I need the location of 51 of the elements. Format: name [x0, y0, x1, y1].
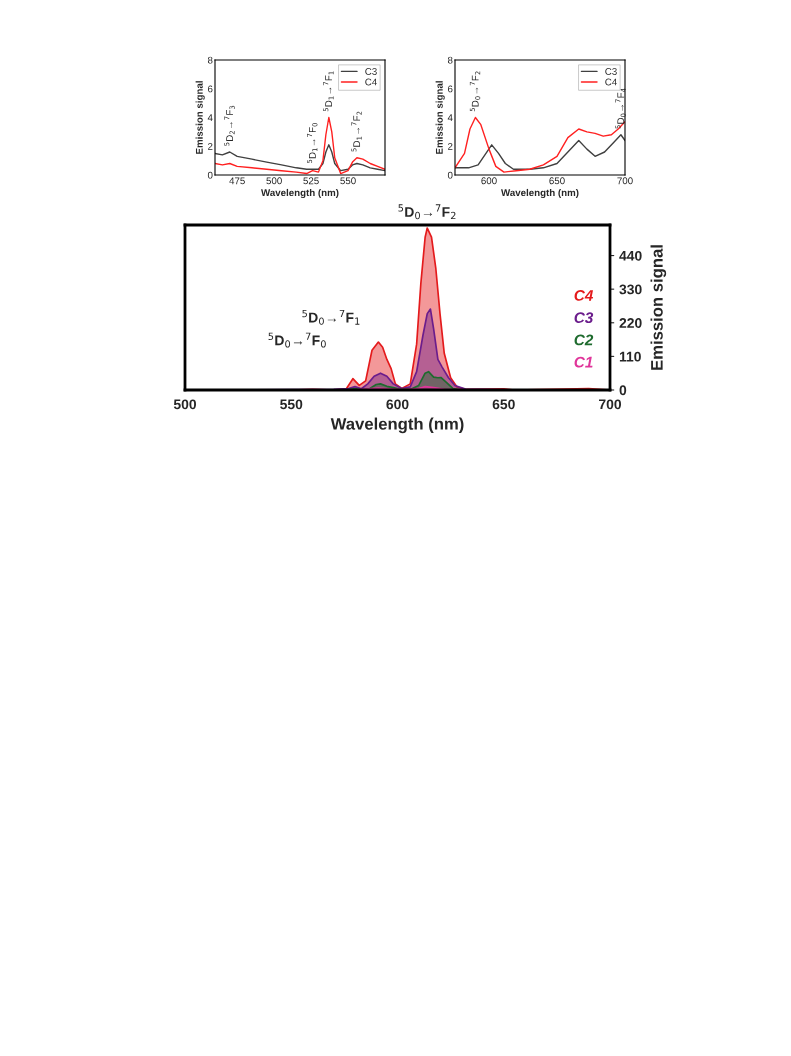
x-tick-label: 650 — [492, 399, 515, 410]
legend-label: C3 — [605, 68, 617, 75]
x-tick-label: 600 — [481, 177, 497, 185]
y-tick-label: 6 — [208, 85, 213, 93]
y-tick-label: 6 — [448, 85, 453, 93]
annotation: $^{5}$D$_{1}$→$^{7}$F$_{0}$ — [307, 122, 318, 164]
y-tick-label: 4 — [207, 114, 213, 122]
y-tick-label: 8 — [207, 56, 213, 64]
y-tick-label: 330 — [619, 284, 642, 295]
annotation: $^{5}$D$_{1}$→$^{7}$F$_{1}$ — [323, 71, 334, 112]
legend-label: C3 — [365, 68, 377, 75]
y-tick-label: 440 — [619, 250, 642, 261]
annotation: $^{5}$D$_{0}$→$^{7}$F$_{2}$ — [469, 71, 481, 112]
y-tick-label: 0 — [619, 385, 627, 396]
y-tick-label: 2 — [448, 142, 453, 150]
x-axis-title: Wavelength (nm) — [261, 188, 339, 199]
y-tick-label: 0 — [207, 171, 213, 179]
y-axis-title: Emission signal — [195, 81, 205, 154]
x-tick-label: 600 — [386, 399, 409, 410]
x-tick-label: 700 — [617, 177, 633, 185]
y-tick-label: 8 — [447, 56, 453, 64]
annotation: $^{5}$D$_{0}$→$^{7}$F$_{1}$ — [302, 309, 360, 325]
annotation: $^{5}$D$_{0}$→$^{7}$F$_{2}$ — [398, 204, 456, 220]
text: C2 — [574, 334, 594, 346]
x-tick-label: 550 — [280, 399, 303, 410]
line-series — [455, 134, 625, 170]
legend-label: C4 — [365, 78, 377, 86]
x-tick-label: 500 — [173, 399, 197, 410]
annotation: $^{5}$D$_{0}$→$^{7}$F$_{0}$ — [268, 332, 326, 348]
x-tick-label: 500 — [266, 177, 282, 185]
x-tick-label: 525 — [303, 177, 319, 185]
series-label: C1 — [574, 356, 593, 368]
y-tick-label: 220 — [619, 318, 642, 328]
annotation: $^{5}$D$_{2}$→$^{7}$F$_{3}$ — [224, 105, 235, 146]
y-tick-label: 2 — [208, 142, 213, 150]
y-tick-label: 4 — [447, 114, 453, 122]
x-axis-title: Wavelength (nm) — [330, 417, 464, 434]
y-axis-title: Emission signal — [435, 81, 445, 154]
text: C3 — [574, 312, 594, 324]
y-tick-label: 0 — [447, 171, 453, 179]
y-tick-label: 110 — [619, 351, 641, 362]
annotation: $^{5}$D$_{1}$→$^{7}$F$_{2}$ — [351, 111, 362, 152]
x-axis-title: Wavelength (nm) — [501, 188, 579, 199]
text: C4 — [574, 290, 594, 301]
annotation: $^{5}$D$_{0}$→$^{7}$F$_{4}$ — [615, 88, 626, 129]
x-tick-label: 700 — [599, 399, 622, 410]
x-tick-label: 475 — [229, 177, 245, 185]
y-axis-title: Emission signal — [650, 245, 667, 370]
x-tick-label: 650 — [549, 177, 565, 185]
x-tick-label: 550 — [340, 177, 356, 185]
legend-label: C4 — [605, 78, 617, 86]
